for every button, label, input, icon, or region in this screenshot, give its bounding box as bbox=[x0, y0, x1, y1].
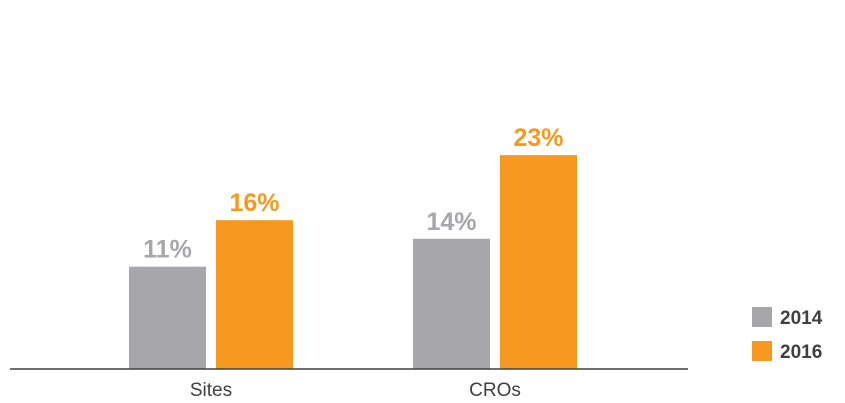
data-label-cros-2016: 23% bbox=[513, 124, 563, 152]
legend: 2014 2016 bbox=[752, 307, 823, 363]
legend-label-2014: 2014 bbox=[780, 308, 823, 329]
category-label-sites: Sites bbox=[190, 380, 232, 401]
legend-item-2016: 2016 bbox=[752, 341, 822, 363]
data-label-sites-2014: 11% bbox=[143, 236, 192, 264]
bar-cros-2016 bbox=[500, 155, 577, 369]
data-label-cros-2014: 14% bbox=[426, 208, 476, 236]
bar-sites-2014 bbox=[129, 266, 206, 369]
legend-swatch-2014 bbox=[752, 307, 772, 327]
legend-label-2016: 2016 bbox=[780, 342, 822, 363]
bar-cros-2014 bbox=[413, 238, 490, 369]
data-label-sites-2016: 16% bbox=[229, 189, 279, 217]
bar-sites-2016 bbox=[216, 220, 293, 369]
bars-layer bbox=[129, 155, 577, 369]
category-label-cros: CROs bbox=[469, 380, 521, 401]
legend-item-2014: 2014 bbox=[752, 307, 823, 329]
data-labels-layer: 11% 16% 14% 23% bbox=[143, 124, 563, 264]
legend-swatch-2016 bbox=[752, 341, 772, 361]
category-labels-layer: Sites CROs bbox=[190, 380, 521, 401]
